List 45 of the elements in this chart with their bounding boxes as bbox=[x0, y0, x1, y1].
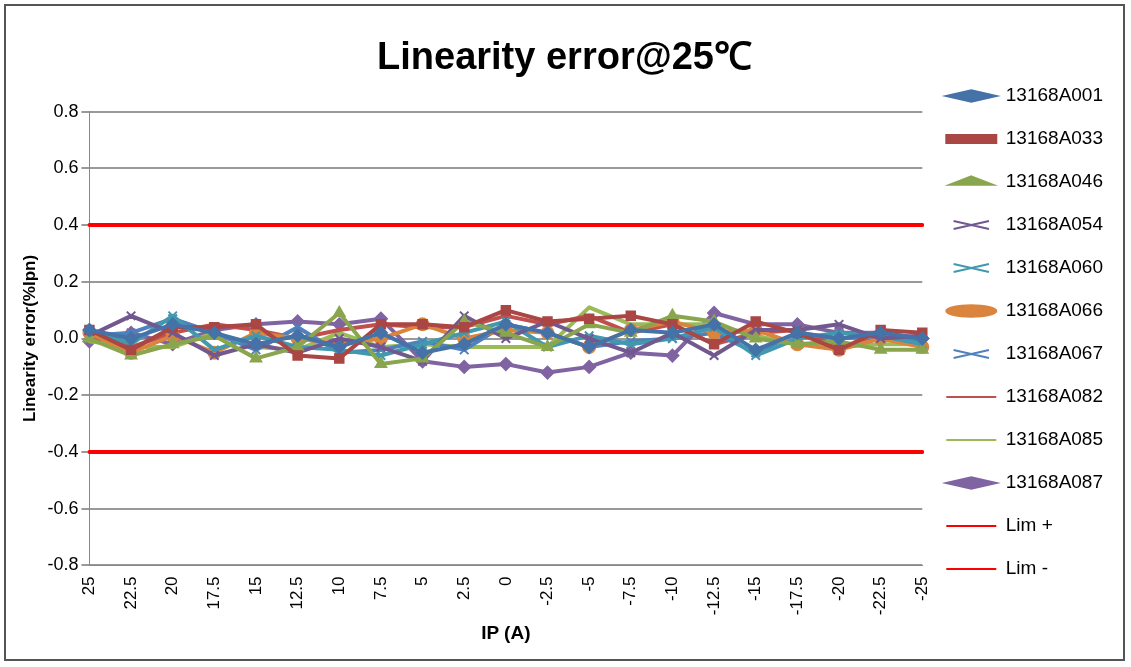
y-tick-label: -0.4 bbox=[47, 440, 79, 461]
x-tick-label: 12.5 bbox=[287, 576, 307, 610]
x-tick-label: -17.5 bbox=[787, 576, 807, 616]
x-tick-label: 25 bbox=[79, 576, 99, 596]
legend-label: 13168A085 bbox=[1005, 428, 1104, 450]
legend-label: 13168A046 bbox=[1005, 170, 1104, 192]
legend-label: Lim + bbox=[1005, 514, 1053, 536]
legend-label: 13168A033 bbox=[1005, 127, 1104, 149]
chart-title: Linearity error@25℃ bbox=[377, 35, 752, 78]
x-tick-label: -25 bbox=[911, 576, 931, 602]
x-tick-label: 17.5 bbox=[204, 576, 224, 610]
x-tick-label: 20 bbox=[162, 576, 182, 596]
x-tick-label: -10 bbox=[662, 576, 682, 602]
x-tick-label: 5 bbox=[412, 576, 432, 586]
legend-label: 13168A067 bbox=[1005, 342, 1104, 364]
x-tick-label: 2.5 bbox=[453, 576, 473, 601]
legend-label: 13168A066 bbox=[1005, 299, 1104, 321]
y-axis-title: Linearity error(%Ipn) bbox=[19, 254, 39, 423]
legend-label: 13168A001 bbox=[1005, 84, 1104, 106]
y-tick-label: 0.0 bbox=[53, 327, 79, 348]
x-tick-label: -22.5 bbox=[870, 576, 890, 616]
x-tick-label: -5 bbox=[578, 576, 598, 592]
y-tick-label: 0.8 bbox=[53, 100, 79, 121]
legend-label: 13168A054 bbox=[1005, 213, 1104, 235]
y-tick-label: -0.2 bbox=[47, 384, 79, 405]
legend-label: 13168A082 bbox=[1005, 385, 1104, 407]
y-tick-label: 0.6 bbox=[53, 157, 79, 178]
y-tick-label: -0.8 bbox=[47, 554, 79, 575]
legend-label: 13168A060 bbox=[1005, 256, 1104, 278]
x-tick-label: 7.5 bbox=[370, 576, 390, 601]
x-tick-label: -20 bbox=[828, 576, 848, 602]
x-tick-label: -15 bbox=[745, 576, 765, 602]
x-tick-label: -2.5 bbox=[537, 576, 557, 606]
x-tick-label: 10 bbox=[328, 576, 348, 596]
x-tick-label: -12.5 bbox=[703, 576, 723, 616]
y-tick-label: 0.4 bbox=[53, 214, 79, 235]
y-tick-label: 0.2 bbox=[53, 270, 79, 291]
x-tick-label: -7.5 bbox=[620, 576, 640, 606]
x-tick-label: 0 bbox=[495, 576, 515, 586]
x-tick-label: 15 bbox=[245, 576, 265, 596]
legend-label: 13168A087 bbox=[1005, 471, 1104, 493]
legend-label: Lim - bbox=[1005, 557, 1049, 579]
x-axis-title: IP (A) bbox=[481, 621, 531, 643]
x-tick-label: 22.5 bbox=[120, 576, 140, 610]
y-tick-label: -0.6 bbox=[47, 497, 79, 518]
